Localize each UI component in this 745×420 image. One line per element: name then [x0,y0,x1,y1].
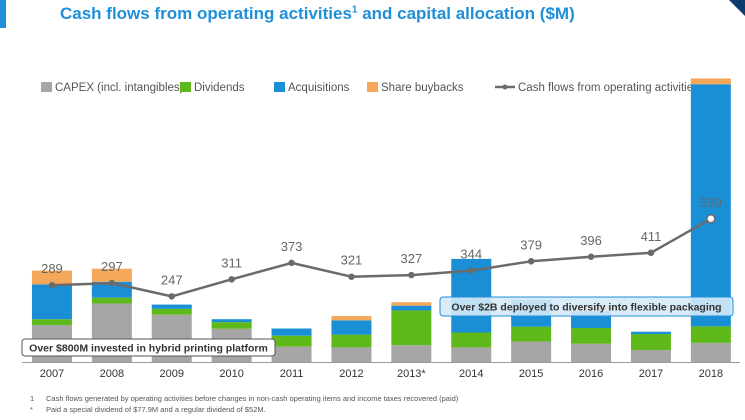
cash-flow-label-2012: 321 [341,253,363,268]
bar-dividends-2017 [630,334,671,351]
bar-share-buybacks-2012 [331,316,372,321]
x-tick-label-2010: 2010 [219,368,243,380]
x-tick-label-2018: 2018 [699,368,723,380]
x-tick-label-2015: 2015 [519,368,543,380]
legend-swatch-capex-incl-intangibles [41,82,52,92]
cash-flow-point-2018 [706,214,716,224]
bar-dividends-2010 [211,322,252,329]
bar-dividends-2007 [31,319,72,326]
legend-label-share-buybacks: Share buybacks [381,82,464,94]
bar-share-buybacks-2013 [391,302,432,306]
legend-label-acquisitions: Acquisitions [288,82,350,94]
title-suffix: and capital allocation ($M) [357,4,575,23]
cash-flow-point-2017 [647,249,655,257]
cash-flow-point-2007 [48,281,56,289]
cash-flow-label-2010: 311 [221,255,242,270]
cash-flow-label-2015: 379 [520,237,542,252]
bar-share-buybacks-2008 [91,268,132,282]
cash-flow-label-2011: 373 [281,239,303,254]
bar-capex-incl-intangibles-2011 [271,346,312,362]
capital-allocation-chart: CAPEX (incl. intangibles) Dividends Acquis… [21,78,740,380]
footnote-1: 1 Cash flows generated by operating activ… [30,393,458,404]
bar-share-buybacks-2018 [690,78,731,85]
legend-swatch-share-buybacks [367,82,378,92]
legend-label-cash-flows-from-operating-activities: Cash flows from operating activities [518,82,699,94]
bar-acquisitions-2011 [271,328,312,336]
callout-box-flexible-packaging [439,296,734,317]
cash-flow-label-2007: 289 [41,261,63,276]
footnote-2: * Paid a special dividend of $77.9M and a… [30,404,458,415]
footnote-2-text: Paid a special dividend of $77.9M and a … [46,405,266,414]
cash-flow-point-2015 [527,258,535,265]
bar-dividends-2016 [571,327,612,344]
page-title: Cash flows from operating activities1 an… [60,4,575,24]
x-tick-label-2017: 2017 [639,368,663,380]
bar-dividends-2011 [271,335,312,347]
bar-acquisitions-2009 [151,304,192,309]
x-tick-label-2013: 2013* [397,368,426,380]
bar-acquisitions-2017 [630,331,671,335]
footnote-1-text: Cash flows generated by operating activi… [46,394,459,403]
bar-acquisitions-2018 [690,84,731,327]
x-tick-label-2011: 2011 [280,368,304,380]
bar-capex-incl-intangibles-2018 [690,342,731,362]
bar-acquisitions-2010 [211,319,252,323]
title-accent-bar [0,0,6,28]
bar-capex-incl-intangibles-2015 [511,341,552,362]
x-tick-label-2008: 2008 [100,368,124,380]
x-tick-label-2014: 2014 [459,368,483,380]
cash-flow-label-2017: 411 [641,229,662,244]
cash-flow-point-2008 [108,279,116,287]
cash-flow-label-2013: 327 [400,251,422,266]
cash-flow-label-2008: 297 [101,259,123,274]
bar-dividends-2018 [690,326,731,343]
bar-dividends-2009 [151,308,192,315]
cash-flow-point-2012 [348,273,355,280]
footnotes: 1 Cash flows generated by operating activ… [30,393,458,415]
legend-swatch-cash-flow-marker [502,84,508,90]
x-tick-label-2016: 2016 [579,368,603,380]
x-tick-label-2007: 2007 [40,368,64,380]
bar-capex-incl-intangibles-2017 [630,350,671,362]
bar-dividends-2012 [331,334,372,348]
callout-text-hybrid-printing: Over $800M invested in hybrid printing p… [29,343,268,355]
cash-flow-point-2016 [587,253,595,261]
legend-swatch-acquisitions [274,82,285,92]
cash-flow-line [51,217,712,298]
cash-flow-label-2009: 247 [161,272,183,287]
cash-flow-label-2016: 396 [580,233,602,248]
bar-acquisitions-2012 [331,320,372,335]
bar-capex-incl-intangibles-2016 [571,343,612,362]
legend-label-dividends: Dividends [194,82,245,94]
bar-capex-incl-intangibles-2013 [391,345,432,362]
cash-flow-point-2013 [408,271,415,279]
cash-flow-point-2010 [228,276,235,283]
legend-swatch-dividends [180,82,191,92]
callout-text-flexible-packaging: Over $2B deployed to diversify into flex… [451,302,721,314]
legend-label-capex-incl-intangibles: CAPEX (incl. intangibles) [55,82,184,94]
footnote-1-mark: 1 [30,394,35,403]
x-tick-label-2012: 2012 [339,368,363,380]
cash-flow-label-2014: 344 [460,247,482,262]
bar-share-buybacks-2007 [31,270,72,285]
cash-flow-label-2018: 539 [700,195,722,210]
footnote-2-mark: * [30,405,33,414]
cash-flow-point-2014 [468,267,475,274]
callout-box-hybrid-printing [21,338,276,357]
bar-acquisitions-2013 [391,305,432,311]
bar-dividends-2014 [451,332,492,348]
x-tick-label-2009: 2009 [160,368,184,380]
title-main: Cash flows from operating activities [60,4,352,23]
cash-flow-point-2009 [168,293,175,300]
bar-acquisitions-2007 [31,284,72,320]
bar-dividends-2013 [391,310,432,346]
bar-dividends-2008 [91,297,132,304]
title-footnote-mark: 1 [351,4,358,16]
cash-flow-point-2011 [288,259,295,267]
corner-brand-mark [729,0,745,16]
bar-dividends-2015 [511,326,552,342]
bar-capex-incl-intangibles-2014 [451,347,492,362]
bar-capex-incl-intangibles-2012 [331,347,372,362]
